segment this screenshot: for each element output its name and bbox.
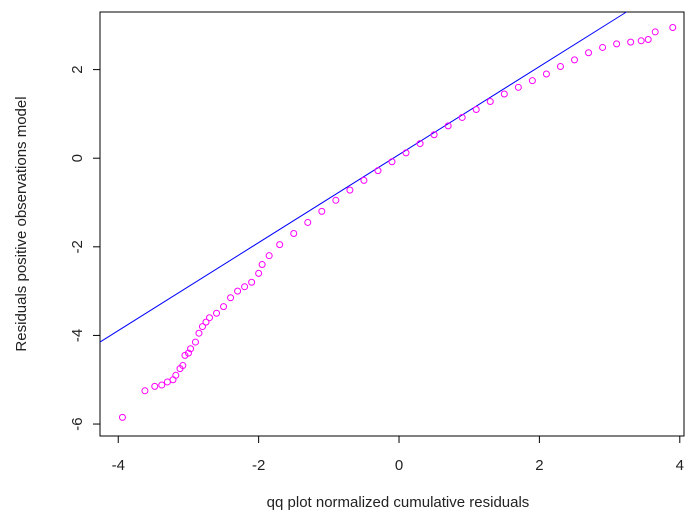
x-tick-label: -4 <box>112 457 125 474</box>
point <box>151 382 159 390</box>
point <box>514 83 522 91</box>
point <box>360 176 368 184</box>
point <box>486 97 494 105</box>
point <box>613 40 621 48</box>
point <box>304 218 312 226</box>
x-axis-label: qq plot normalized cumulative residuals <box>267 494 530 511</box>
y-tick-label: 0 <box>69 154 86 162</box>
point <box>187 345 195 353</box>
point <box>542 70 550 78</box>
point <box>141 387 149 395</box>
point <box>556 62 564 70</box>
point <box>374 167 382 175</box>
point <box>585 49 593 57</box>
point <box>179 362 187 370</box>
point <box>265 252 273 260</box>
point <box>416 140 424 148</box>
y-tick-label: -6 <box>69 417 86 430</box>
point <box>651 28 659 36</box>
point <box>669 24 677 32</box>
y-axis-label: Residuals positive observations model <box>13 96 30 351</box>
point <box>599 43 607 51</box>
point <box>430 131 438 139</box>
x-tick-label: 2 <box>535 457 543 474</box>
point <box>290 230 298 238</box>
point <box>458 113 466 121</box>
point <box>248 278 256 286</box>
point <box>500 90 508 98</box>
point <box>181 351 189 359</box>
y-tick-label: 2 <box>69 65 86 73</box>
point <box>158 381 166 389</box>
point <box>444 122 452 130</box>
point <box>318 207 326 215</box>
point <box>388 158 396 166</box>
point <box>172 371 180 379</box>
point <box>234 287 242 295</box>
point <box>276 241 284 249</box>
point <box>346 186 354 194</box>
point <box>191 338 199 346</box>
point <box>202 318 210 326</box>
point <box>255 269 263 277</box>
point <box>213 309 221 317</box>
point <box>571 56 578 64</box>
y-tick-label: -4 <box>69 329 86 342</box>
point <box>637 37 645 45</box>
point <box>169 376 177 384</box>
point <box>195 329 203 337</box>
point <box>198 323 206 331</box>
y-tick-label: -2 <box>69 240 86 253</box>
point <box>184 349 192 357</box>
point <box>118 413 126 421</box>
x-tick-label: -2 <box>252 457 265 474</box>
x-tick-label: 0 <box>395 457 403 474</box>
point <box>163 378 171 386</box>
plot-frame <box>99 11 685 437</box>
point <box>528 77 536 85</box>
x-tick-label: 4 <box>676 457 684 474</box>
point <box>258 261 266 269</box>
point <box>332 196 340 204</box>
point <box>241 283 249 291</box>
point <box>220 303 228 311</box>
point <box>206 314 213 322</box>
point <box>644 35 652 43</box>
point <box>227 294 235 302</box>
point <box>627 38 635 46</box>
point <box>472 105 480 113</box>
point <box>402 149 410 157</box>
